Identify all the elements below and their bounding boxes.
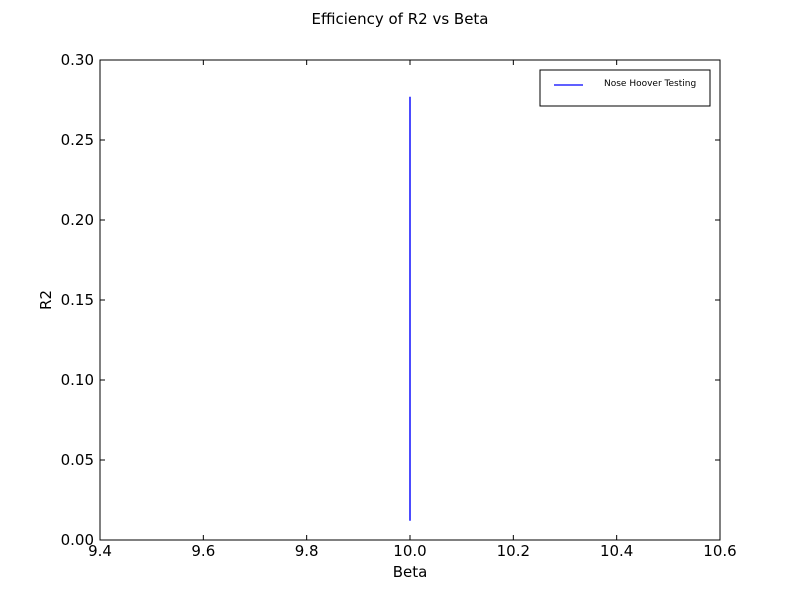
x-tick-label: 9.6 [191, 542, 215, 560]
x-tick-label: 10.6 [703, 542, 736, 560]
y-tick-label: 0.25 [61, 131, 94, 149]
legend-box [539, 69, 711, 107]
x-tick-label: 10.2 [497, 542, 530, 560]
x-tick-label: 9.4 [88, 542, 112, 560]
x-axis-label: Beta [393, 563, 428, 581]
y-tick-label: 0.30 [61, 51, 94, 69]
y-tick-label: 0.15 [61, 291, 94, 309]
legend: Nose Hoover Testing [539, 69, 711, 107]
y-tick-label: 0.05 [61, 451, 94, 469]
chart-title: Efficiency of R2 vs Beta [311, 10, 488, 28]
x-tick-label: 10.0 [393, 542, 426, 560]
y-axis-label: R2 [37, 290, 55, 310]
x-axis-ticks: 9.4 9.6 9.8 10.0 10.2 10.4 10.6 [88, 60, 737, 560]
y-axis-ticks: 0.00 0.05 0.10 0.15 0.20 0.25 0.30 [61, 51, 720, 549]
x-tick-label: 9.8 [295, 542, 319, 560]
x-tick-label: 10.4 [600, 542, 633, 560]
legend-label: Nose Hoover Testing [604, 79, 696, 89]
y-tick-label: 0.10 [61, 371, 94, 389]
y-tick-label: 0.00 [61, 531, 94, 549]
y-tick-label: 0.20 [61, 211, 94, 229]
